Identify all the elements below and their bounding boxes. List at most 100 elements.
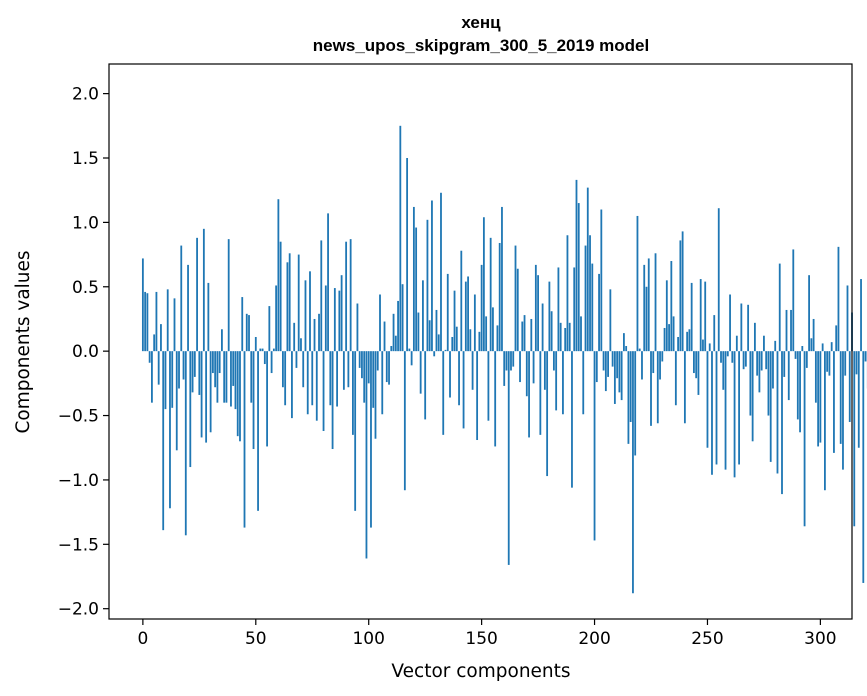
bar — [471, 351, 474, 390]
bar — [424, 351, 427, 420]
bar — [266, 351, 268, 447]
bar — [453, 290, 456, 352]
bar — [826, 351, 829, 372]
y-tick-label: 1.5 — [72, 149, 99, 169]
bar — [844, 351, 847, 376]
bar — [155, 291, 158, 352]
bar — [291, 351, 293, 419]
bar — [805, 351, 808, 368]
bar — [641, 351, 643, 380]
bar — [693, 351, 695, 374]
bar — [763, 335, 765, 352]
bar — [516, 268, 519, 352]
bar — [444, 349, 447, 352]
bar — [681, 231, 684, 352]
bar — [388, 351, 390, 385]
bar — [431, 200, 433, 352]
bar — [598, 273, 600, 352]
bar — [720, 351, 722, 363]
bar — [532, 351, 535, 384]
bar — [645, 286, 648, 352]
bar — [198, 351, 201, 395]
bar — [175, 351, 178, 451]
bar — [232, 351, 235, 386]
bar — [257, 351, 259, 511]
bar — [632, 351, 634, 594]
bar — [207, 282, 210, 352]
bar — [422, 280, 424, 352]
bar — [792, 249, 795, 352]
bar — [196, 237, 198, 352]
bar — [677, 336, 680, 352]
bar — [552, 351, 555, 371]
bar — [787, 351, 790, 401]
bar — [458, 351, 460, 406]
x-tick-label: 150 — [465, 629, 497, 649]
bar — [374, 351, 377, 439]
bar — [329, 351, 332, 406]
bar — [512, 351, 515, 367]
bar — [263, 351, 266, 365]
bar — [686, 331, 689, 352]
bar — [277, 199, 280, 352]
y-axis-label: Components values — [13, 250, 34, 433]
chart-title: хенц — [461, 13, 501, 32]
bar — [853, 351, 856, 527]
bar — [376, 351, 379, 371]
bar — [480, 264, 483, 352]
bar — [254, 336, 257, 352]
bar — [688, 329, 691, 352]
bar — [318, 313, 320, 352]
bar — [356, 303, 359, 352]
bar — [638, 348, 641, 352]
bar — [455, 326, 458, 352]
bar — [252, 351, 255, 450]
bar — [311, 351, 314, 406]
bar — [747, 304, 750, 352]
bar — [833, 351, 835, 453]
x-tick-label: 250 — [691, 629, 723, 649]
bar — [659, 351, 661, 380]
bar — [293, 322, 296, 352]
bar — [783, 351, 786, 377]
bar — [392, 313, 395, 352]
bar — [819, 351, 822, 443]
bar — [216, 351, 219, 403]
bar — [505, 351, 508, 371]
bar — [379, 294, 381, 352]
bar — [613, 351, 616, 404]
bar — [577, 203, 580, 352]
bar — [589, 235, 591, 352]
bar — [365, 351, 368, 559]
bar — [564, 327, 567, 352]
bar — [482, 217, 485, 352]
y-tick-label: 0.0 — [72, 342, 99, 362]
bar — [171, 351, 174, 408]
bar — [187, 264, 189, 352]
bar — [451, 336, 454, 352]
bar — [467, 276, 469, 352]
bar — [320, 240, 323, 352]
bar — [241, 297, 244, 352]
bar — [695, 351, 698, 379]
bar — [683, 351, 686, 424]
bar — [403, 351, 406, 491]
bar — [230, 351, 232, 407]
bar — [600, 209, 603, 352]
bar — [568, 322, 571, 352]
bar — [839, 351, 842, 444]
bar — [160, 324, 162, 352]
bar — [345, 241, 348, 352]
bar — [223, 351, 226, 403]
bar — [146, 293, 149, 352]
bar — [794, 351, 797, 359]
bar — [221, 329, 223, 352]
bar — [487, 351, 490, 421]
bar — [774, 340, 777, 352]
bar — [864, 351, 867, 362]
bar — [812, 318, 815, 352]
bar — [634, 351, 637, 456]
bar — [180, 245, 183, 352]
bar — [322, 351, 325, 431]
y-axis-ticks: −2.0 −1.5 −1.0 −0.5 0.0 0.5 1.0 1.5 2.0 — [58, 85, 109, 620]
